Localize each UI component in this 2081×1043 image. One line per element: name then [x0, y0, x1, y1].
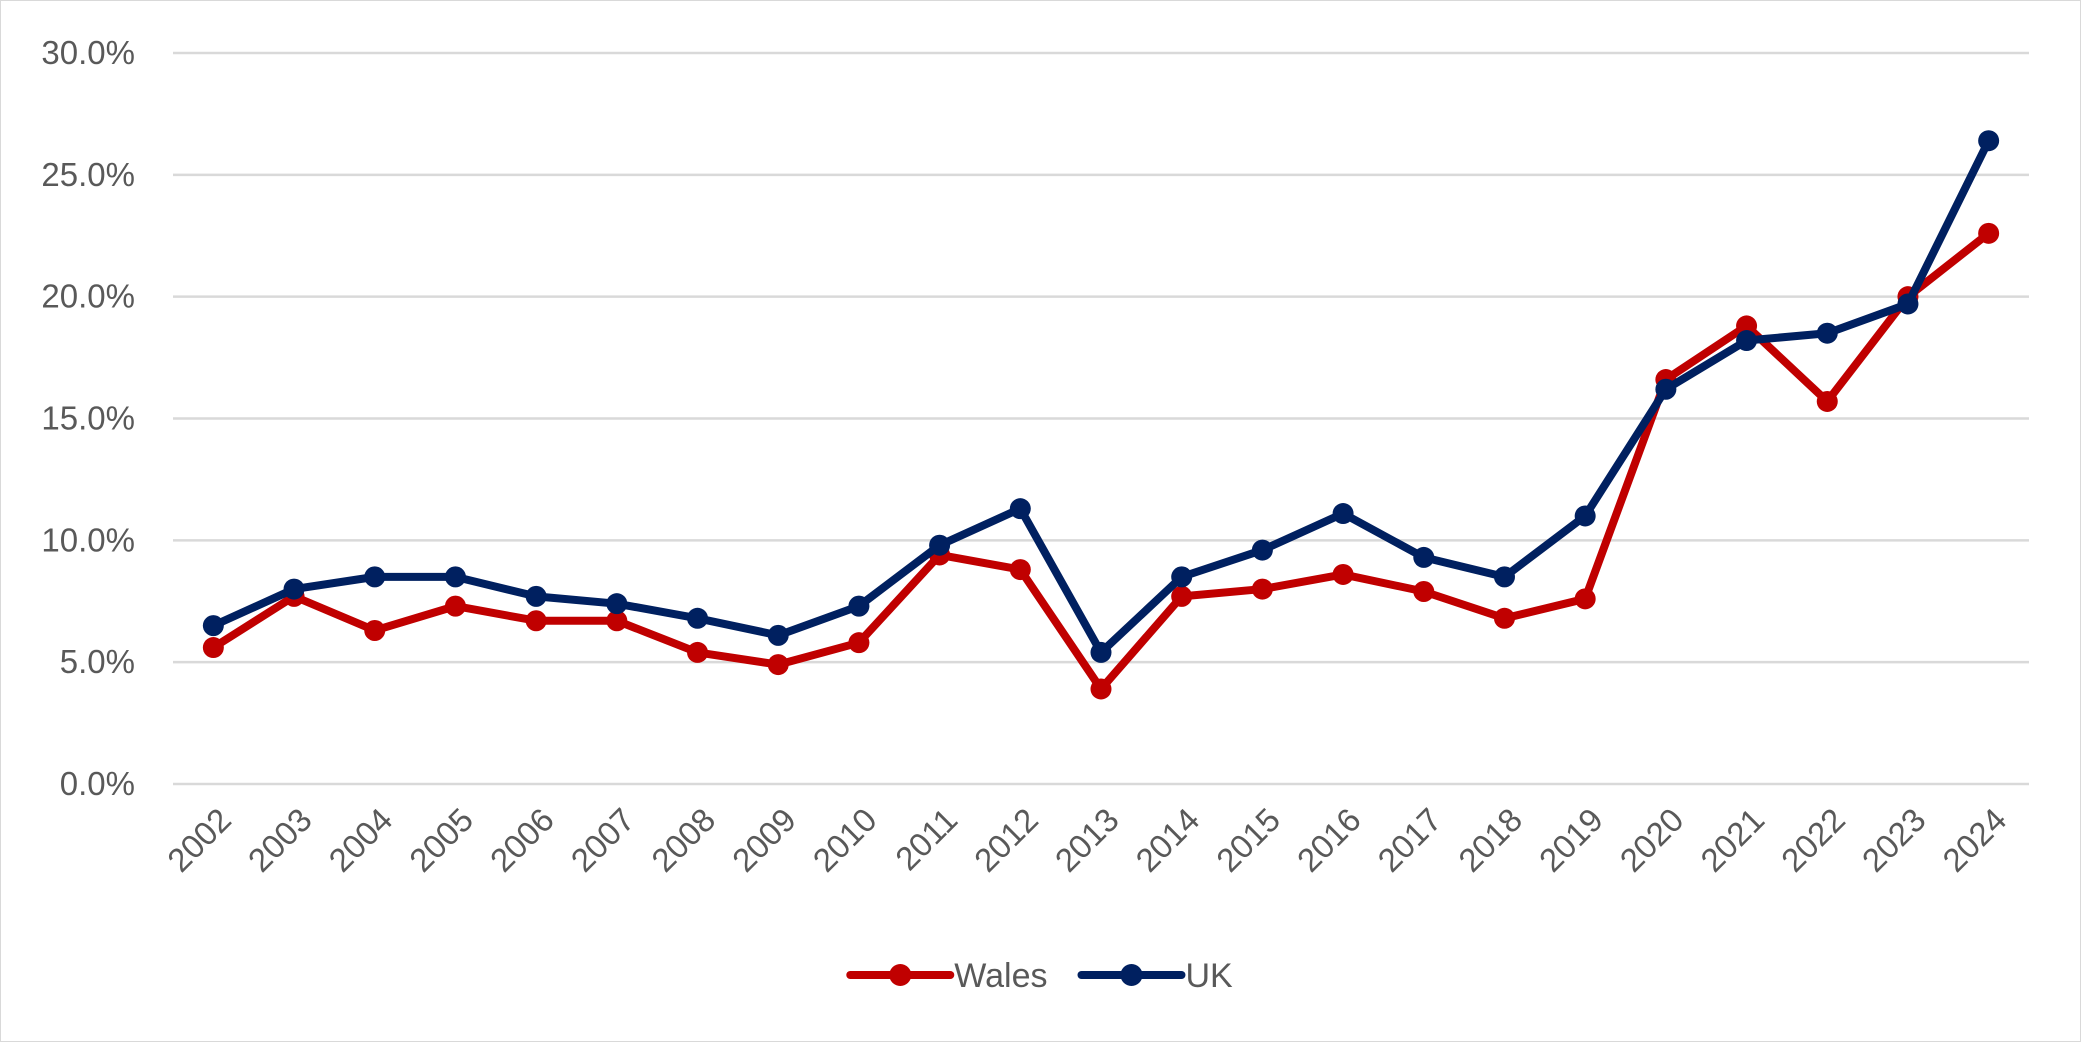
data-point-uk	[606, 593, 628, 615]
x-axis-ticks: 2002 2003 2004 2005 2006 2007 2008 2009 2010 2011…	[160, 801, 2013, 879]
data-point-wales	[1574, 588, 1596, 610]
data-point-uk	[1090, 641, 1112, 663]
series-line-wales	[209, 229, 1993, 693]
data-point-wales	[1493, 607, 1515, 629]
data-point-wales	[606, 610, 628, 632]
data-point-wales	[1816, 390, 1838, 412]
x-tick-label: 2019	[1532, 801, 1610, 879]
y-tick-label: 10.0%	[41, 521, 135, 558]
x-tick-label: 2002	[160, 801, 238, 879]
gridlines	[173, 51, 2029, 786]
x-tick-label: 2008	[644, 801, 722, 879]
data-point-uk	[444, 566, 466, 588]
data-point-uk	[1655, 378, 1677, 400]
x-tick-label: 2022	[1774, 801, 1852, 879]
series-line-uk	[209, 136, 1993, 657]
x-tick-label: 2015	[1209, 801, 1287, 879]
x-tick-label: 2021	[1693, 801, 1771, 879]
legend-marker-wales	[889, 964, 912, 986]
y-tick-label: 0.0%	[60, 765, 135, 802]
data-point-uk	[202, 615, 224, 637]
data-point-uk	[283, 578, 305, 600]
data-point-uk	[1897, 293, 1919, 315]
x-tick-label: 2024	[1935, 801, 2013, 879]
data-point-uk	[1816, 322, 1838, 344]
data-point-uk	[929, 534, 951, 556]
data-point-uk	[1574, 505, 1596, 527]
data-point-wales	[1978, 222, 2000, 244]
x-tick-label: 2007	[563, 801, 641, 879]
data-point-uk	[1171, 566, 1193, 588]
y-tick-label: 5.0%	[60, 643, 135, 680]
data-point-wales	[444, 595, 466, 617]
x-tick-label: 2009	[725, 801, 803, 879]
y-tick-label: 25.0%	[41, 156, 135, 193]
data-point-wales	[1090, 678, 1112, 700]
x-tick-label: 2023	[1855, 801, 1933, 879]
data-point-uk	[1978, 130, 2000, 152]
x-tick-label: 2012	[967, 801, 1045, 879]
x-tick-label: 2006	[483, 801, 561, 879]
x-tick-label: 2017	[1370, 801, 1448, 879]
x-tick-label: 2004	[321, 801, 399, 879]
legend-label-uk: UK	[1185, 957, 1233, 995]
data-point-wales	[525, 610, 547, 632]
x-tick-label: 2014	[1128, 801, 1206, 879]
data-point-uk	[364, 566, 386, 588]
x-tick-label: 2011	[888, 801, 964, 877]
data-point-wales	[1736, 315, 1758, 337]
data-point-uk	[848, 595, 870, 617]
data-point-wales	[1251, 578, 1273, 600]
x-tick-label: 2013	[1048, 801, 1126, 879]
data-point-wales	[848, 632, 870, 654]
data-point-wales	[364, 619, 386, 641]
data-point-uk	[767, 624, 789, 646]
data-point-wales	[1009, 559, 1031, 581]
x-tick-label: 2005	[402, 801, 480, 879]
y-tick-label: 30.0%	[41, 34, 135, 71]
data-point-uk	[1009, 498, 1031, 520]
data-point-wales	[687, 641, 709, 663]
y-axis-ticks: 0.0% 5.0% 10.0% 15.0% 20.0% 25.0% 30.0%	[41, 34, 135, 802]
data-point-wales	[1171, 585, 1193, 607]
x-tick-label: 2016	[1290, 801, 1368, 879]
data-point-wales	[767, 654, 789, 676]
data-point-uk	[1413, 546, 1435, 568]
x-tick-label: 2018	[1451, 801, 1529, 879]
data-point-wales	[1332, 563, 1354, 585]
y-tick-label: 15.0%	[41, 400, 135, 437]
data-point-uk	[525, 585, 547, 607]
x-tick-label: 2003	[241, 801, 319, 879]
data-point-wales	[1413, 581, 1435, 603]
data-point-uk	[687, 607, 709, 629]
x-tick-label: 2010	[806, 801, 884, 879]
x-tick-label: 2020	[1613, 801, 1691, 879]
legend-marker-uk	[1120, 964, 1143, 986]
y-tick-label: 20.0%	[41, 278, 135, 315]
data-point-uk	[1251, 539, 1273, 561]
series-group	[202, 130, 2000, 700]
legend: Wales UK	[846, 957, 1233, 995]
legend-label-wales: Wales	[954, 957, 1047, 995]
data-point-uk	[1332, 503, 1354, 525]
data-point-uk	[1736, 330, 1758, 352]
data-point-uk	[1493, 566, 1515, 588]
data-point-wales	[202, 637, 224, 659]
